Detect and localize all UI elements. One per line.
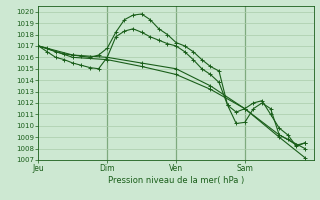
X-axis label: Pression niveau de la mer( hPa ): Pression niveau de la mer( hPa ) xyxy=(108,176,244,185)
